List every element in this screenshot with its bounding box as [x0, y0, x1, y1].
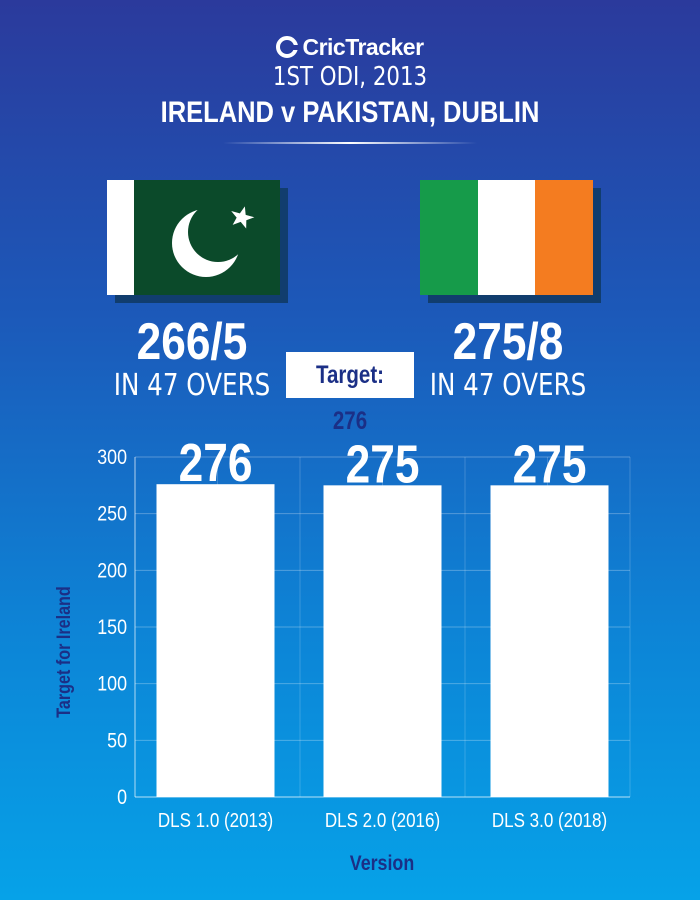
ireland-flag-orange-band [535, 180, 594, 295]
match-title: IRELAND v PAKISTAN, DUBLIN [160, 96, 540, 129]
bar-2 [323, 485, 442, 797]
y-tick-label: 300 [97, 446, 127, 470]
crescent-star-icon [134, 180, 280, 295]
x-tick-labels: DLS 1.0 (2013) DLS 2.0 (2016) DLS 3.0 (201… [158, 809, 607, 832]
y-tick-label: 200 [97, 559, 127, 583]
y-tick-labels: 0 50 100 150 200 250 300 [97, 446, 127, 810]
pakistan-overs: IN 47 OVERS [113, 368, 271, 403]
ireland-overs: IN 47 OVERS [429, 368, 587, 403]
bar-value-label: 276 [179, 433, 253, 493]
ireland-flag-green-band [420, 180, 478, 295]
title-divider [223, 142, 477, 144]
x-tick-label: DLS 3.0 (2018) [492, 809, 607, 832]
crictracker-logo-icon [276, 36, 300, 58]
y-tick-label: 100 [97, 672, 127, 696]
bar-value-labels: 276 275 275 [179, 433, 587, 494]
pakistan-flag-green-field [134, 180, 280, 295]
pakistan-score: 266/5 [136, 313, 248, 371]
y-axis-label: Target for Ireland [53, 586, 75, 718]
ireland-flag-white-band [477, 180, 536, 295]
pakistan-flag-white-band [107, 180, 134, 295]
target-label: Target: 276 [316, 361, 384, 435]
x-tick-label: DLS 1.0 (2013) [158, 809, 273, 832]
x-tick-label: DLS 2.0 (2016) [325, 809, 440, 832]
match-number: 1ST ODI, 2013 [272, 62, 428, 92]
pakistan-flag-icon [107, 180, 280, 295]
y-tick-label: 150 [97, 616, 127, 640]
y-tick-label: 250 [97, 502, 127, 526]
ireland-score: 275/8 [452, 313, 564, 371]
brand-name: CricTracker [302, 34, 424, 60]
chart-bars [156, 484, 609, 797]
bar-value-label: 275 [513, 434, 587, 494]
bar-3 [490, 485, 609, 797]
target-bar-chart: 0 50 100 150 200 250 300 DLS 1.0 (2013) DLS 2.0… [53, 433, 631, 876]
x-axis-label: Version [350, 852, 414, 876]
target-badge: Target: 276 [286, 352, 414, 435]
bar-value-label: 275 [346, 434, 420, 494]
bar-1 [156, 484, 275, 797]
ireland-flag-icon [420, 180, 594, 295]
y-tick-label: 50 [107, 729, 127, 753]
y-tick-label: 0 [117, 786, 127, 810]
brand-logo: CricTracker [0, 34, 700, 61]
